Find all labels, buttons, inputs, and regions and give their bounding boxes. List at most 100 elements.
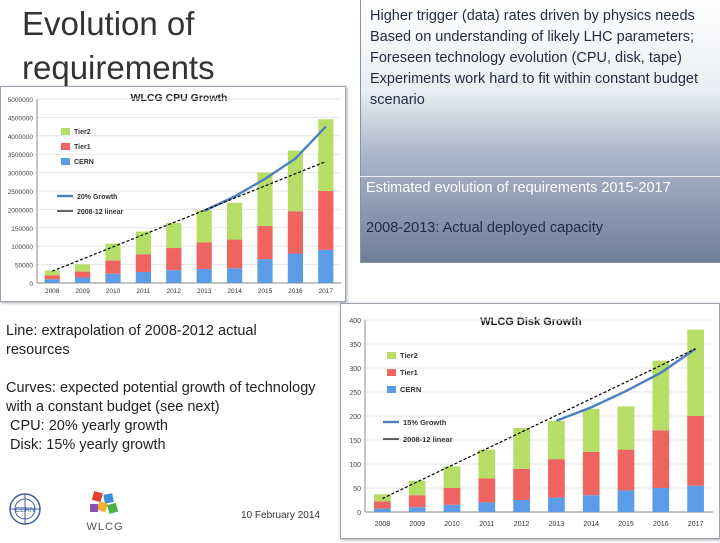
bar-tier1-2016	[652, 430, 670, 488]
y-tick-label: 4000000	[8, 134, 34, 141]
bar-tier2-2012	[166, 223, 182, 249]
bullet-list: Higher trigger (data) rates driven by ph…	[370, 6, 715, 111]
x-tick-label: 2010	[444, 521, 460, 528]
bar-tier2-2010	[105, 243, 121, 261]
divider	[360, 176, 720, 177]
x-tick-label: 2013	[549, 521, 565, 528]
estimated-caption: Estimated evolution of requirements 2015…	[366, 180, 671, 196]
legend-swatch-tier1	[387, 369, 396, 376]
bar-cern-2010	[105, 273, 121, 283]
slide-title: Evolution of requirements	[22, 2, 215, 90]
notes: Line: extrapolation of 2008-2012 actual …	[6, 322, 326, 455]
bar-tier1-2013	[548, 459, 565, 498]
y-tick-label: 0	[29, 281, 33, 288]
x-tick-label: 2008	[375, 521, 391, 528]
y-tick-label: 4500000	[8, 115, 34, 122]
bar-tier1-2009	[408, 495, 426, 508]
bar-cern-2010	[443, 504, 461, 512]
legend-label-tier2: Tier2	[74, 129, 91, 136]
bar-tier2-2009	[408, 480, 426, 496]
y-tick-label: 200	[349, 414, 361, 421]
growth-curve	[555, 347, 697, 422]
bar-tier1-2017	[318, 191, 334, 250]
bar-tier1-2009	[75, 271, 91, 278]
wlcg-logo-text: WLCG	[87, 521, 124, 533]
bar-cern-2011	[135, 271, 151, 283]
note-line: Curves: expected potential growth of tec…	[6, 380, 316, 415]
bar-tier1-2010	[443, 488, 461, 505]
actual-caption: 2008-2013: Actual deployed capacity	[366, 220, 604, 236]
bar-tier2-2014	[582, 408, 600, 452]
x-tick-label: 2012	[514, 521, 530, 528]
x-tick-label: 2009	[75, 288, 90, 295]
chart-title: WLCG CPU Growth	[131, 92, 228, 104]
cpu-growth-chart: WLCG CPU Growth 0 50000 100000 150000 2000000…	[0, 86, 346, 302]
bar-cern-2016	[652, 488, 670, 512]
linear-extrapolation-line	[51, 161, 327, 272]
legend-label-line: 20% Growth	[77, 194, 117, 201]
y-tick-label: 100	[349, 462, 361, 469]
bar-tier2-2015	[257, 172, 273, 226]
legend-label-tier2: Tier2	[400, 351, 418, 360]
y-tick-label: 150	[349, 438, 361, 445]
legend-swatch-tier2	[387, 352, 396, 359]
wlcg-logo: WLCG	[80, 490, 130, 536]
x-tick-label: 2012	[167, 288, 182, 295]
bar-tier1-2011	[135, 254, 151, 272]
bar-cern-2017	[318, 249, 334, 283]
bar-tier2-2013	[196, 210, 212, 243]
bar-cern-2017	[687, 485, 704, 512]
bar-tier2-2016	[652, 360, 670, 431]
bar-tier2-2013	[548, 420, 565, 460]
legend-swatch-cern	[61, 158, 70, 165]
bar-tier1-2012	[513, 468, 530, 500]
y-tick-label: 400	[349, 318, 361, 325]
legend-label-line: 2008-12 linear	[77, 209, 124, 216]
bar-tier1-2014	[227, 239, 243, 269]
bar-tier2-2012	[513, 428, 530, 469]
disk-chart-svg: WLCG Disk Growth 0 50 100 150 200 250 300 350 400…	[349, 316, 713, 528]
note-line: Line: extrapolation of 2008-2012 actual …	[6, 323, 257, 358]
cpu-chart-svg: WLCG CPU Growth 0 50000 100000 150000 2000000…	[8, 92, 341, 295]
y-tick-label: 2000000	[8, 207, 34, 214]
bar-tier1-2012	[166, 248, 182, 271]
bar-tier2-2008	[44, 270, 60, 276]
y-tick-label: 0	[357, 510, 361, 517]
x-tick-label: 2009	[409, 521, 425, 528]
x-tick-label: 2008	[45, 288, 60, 295]
bar-tier2-2008	[374, 494, 391, 502]
slide-date: 10 February 2014	[241, 510, 320, 521]
callout-panel	[360, 0, 720, 263]
legend-label-cern: CERN	[400, 385, 421, 394]
y-tick-label: 100000	[11, 244, 33, 251]
bar-tier1-2017	[687, 416, 704, 486]
bar-tier1-2011	[478, 478, 496, 503]
bar-cern-2008	[44, 279, 60, 283]
legend-swatch-tier1	[61, 143, 70, 150]
legend-swatch-cern	[387, 386, 396, 393]
bar-cern-2013	[196, 269, 212, 283]
bar-cern-2012	[513, 500, 530, 512]
y-tick-label: 50	[353, 486, 361, 493]
bar-cern-2015	[257, 259, 273, 283]
chart-title: WLCG Disk Growth	[480, 316, 582, 328]
bar-tier2-2011	[478, 449, 496, 479]
note-line	[6, 360, 326, 379]
bar-tier1-2015	[257, 225, 273, 260]
x-tick-label: 2013	[197, 288, 212, 295]
x-tick-label: 2010	[106, 288, 121, 295]
legend-label-line: 15% Growth	[403, 418, 447, 427]
bar-cern-2016	[287, 253, 303, 283]
y-tick-label: 300	[349, 366, 361, 373]
bar-cern-2009	[75, 277, 91, 283]
bullet-item: Higher trigger (data) rates driven by ph…	[370, 8, 695, 24]
title-line-2: requirements	[22, 49, 215, 86]
y-tick-label: 250	[349, 390, 361, 397]
y-tick-label: 3500000	[8, 152, 34, 159]
bar-tier1-2013	[196, 242, 212, 270]
cern-logo-text: CERN	[15, 507, 35, 514]
cern-logo: CERN	[8, 492, 42, 526]
x-tick-label: 2015	[258, 288, 273, 295]
disk-growth-chart: WLCG Disk Growth 0 50 100 150 200 250 300 350 400…	[340, 303, 720, 539]
note-line: Disk: 15% yearly growth	[6, 437, 166, 453]
